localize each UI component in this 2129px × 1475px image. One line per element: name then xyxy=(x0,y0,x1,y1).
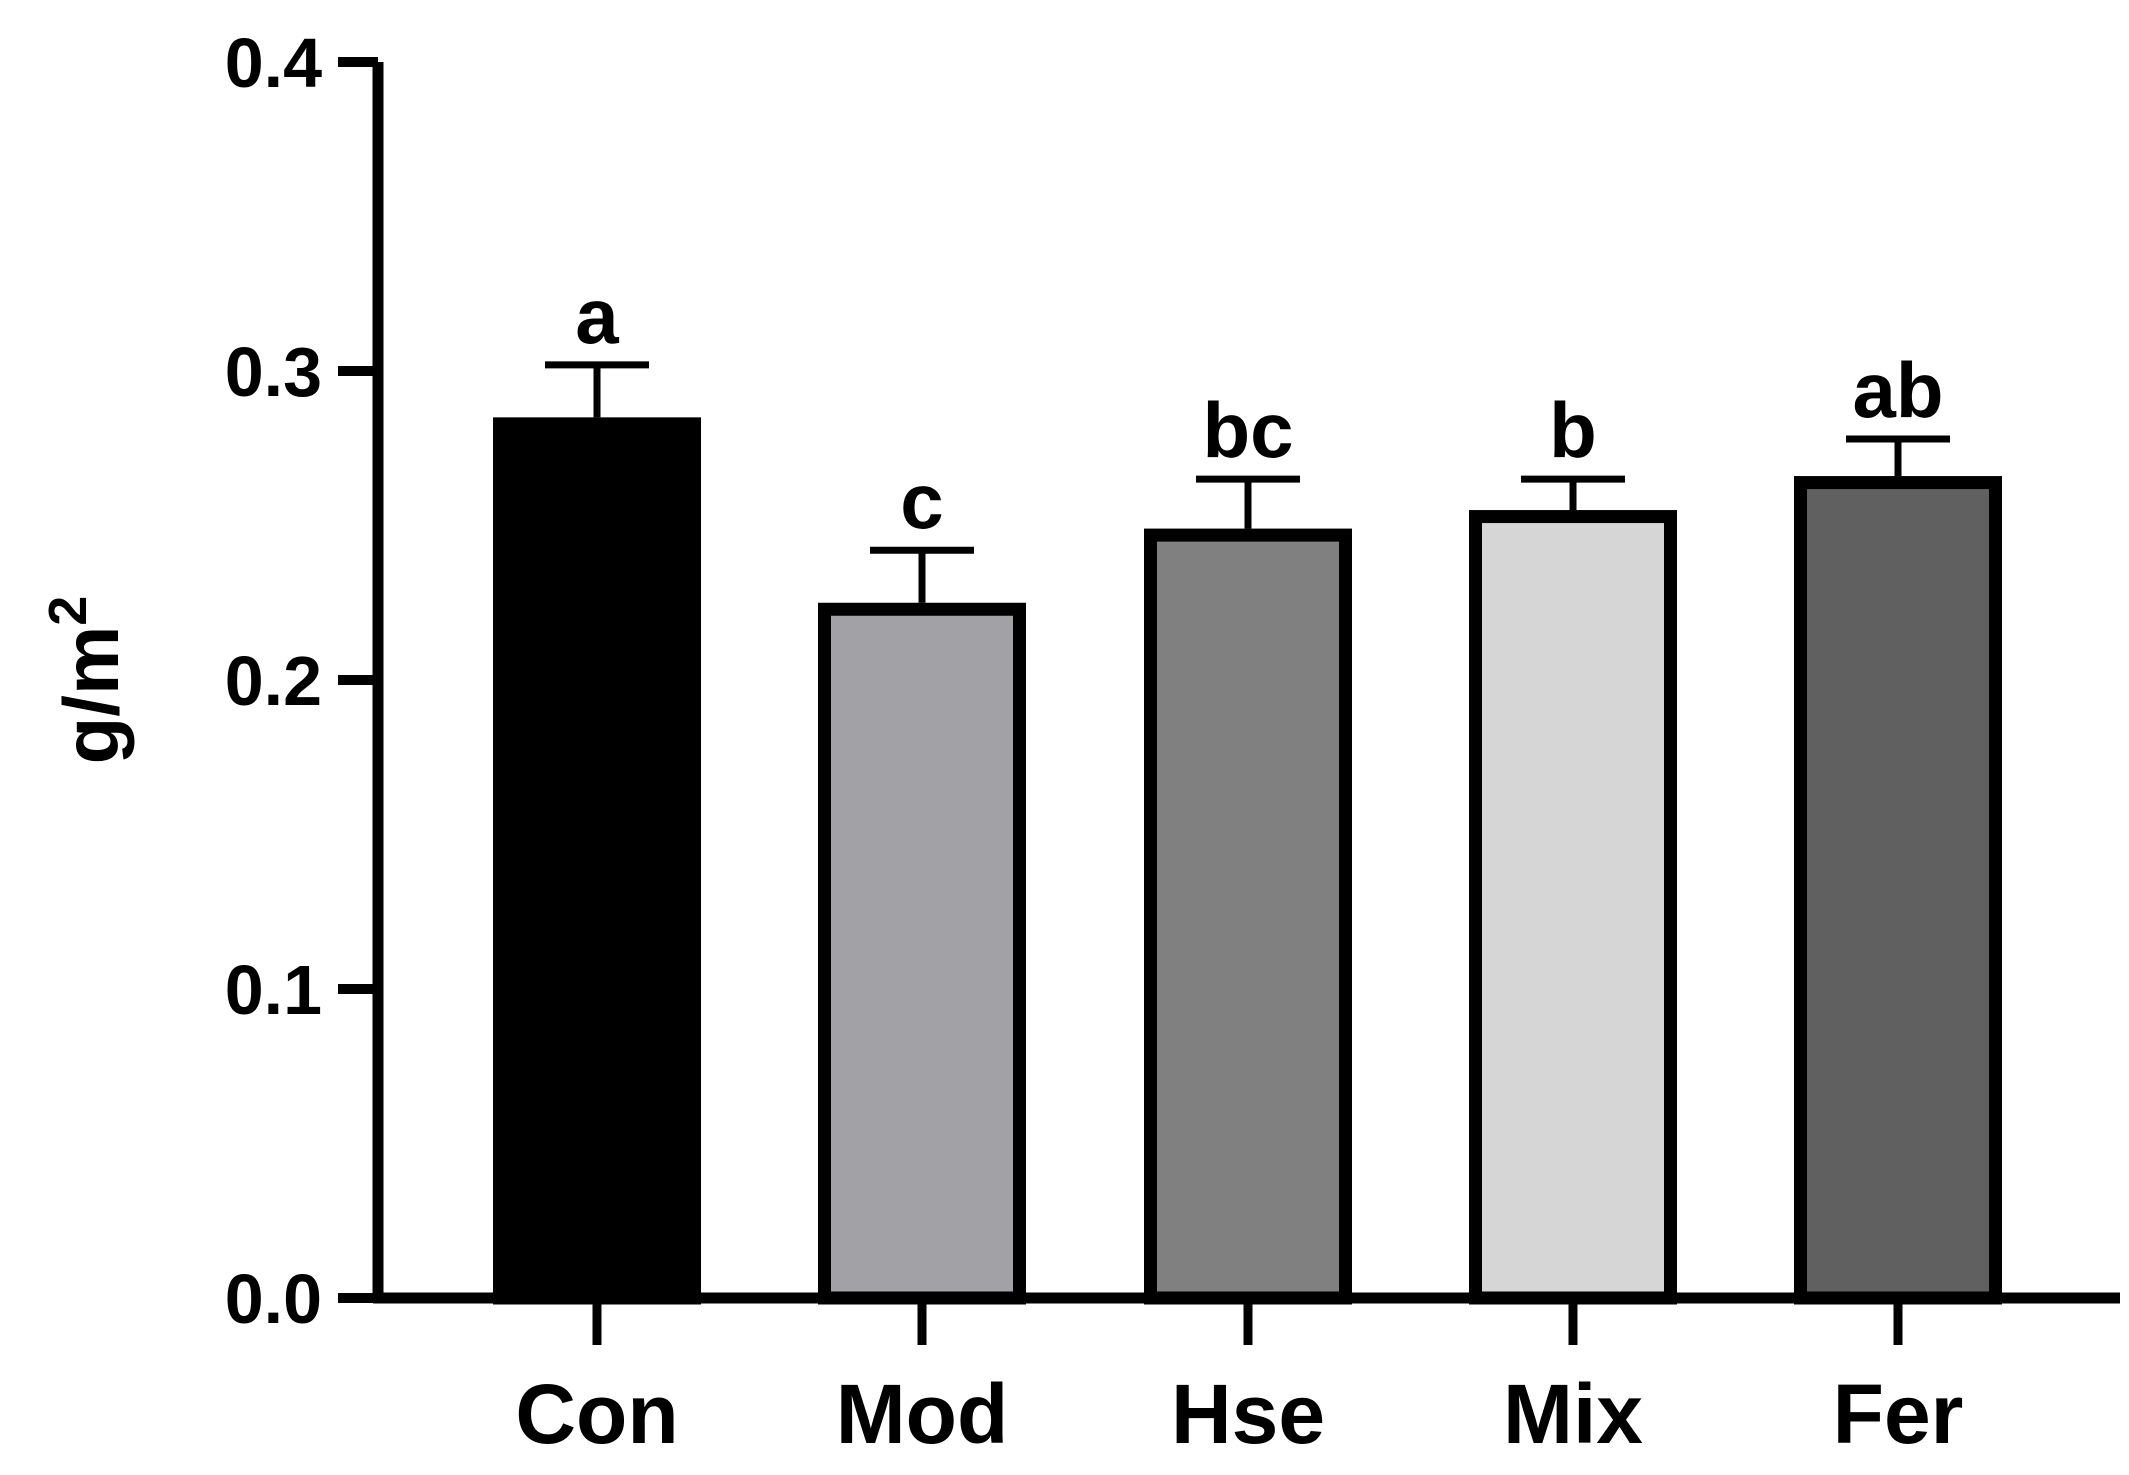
bar xyxy=(493,417,701,1305)
significance-letter: b xyxy=(1549,386,1597,474)
x-tick-label: Hse xyxy=(1171,1367,1325,1461)
error-bars-layer xyxy=(545,361,1950,603)
y-axis-title: g/m2 xyxy=(38,596,135,765)
bars-layer xyxy=(493,417,2002,1305)
bar xyxy=(1144,528,1352,1305)
x-tick-label: Fer xyxy=(1833,1367,1964,1461)
significance-letter: ab xyxy=(1852,346,1943,434)
significance-letter: a xyxy=(575,272,619,360)
bar xyxy=(1794,476,2002,1305)
x-ticks-layer: Con Mod Hse Mix Fer xyxy=(515,1298,1963,1461)
y-axis-title-superscript: 2 xyxy=(38,596,98,626)
y-tick-label: 0.2 xyxy=(225,642,322,720)
significance-letter: bc xyxy=(1202,386,1293,474)
significance-labels-layer: a c bc b ab xyxy=(575,272,1943,545)
y-tick-label: 0.1 xyxy=(225,951,322,1029)
x-tick-label: Con xyxy=(515,1367,678,1461)
x-tick-label: Mix xyxy=(1503,1367,1643,1461)
x-tick-label: Mod xyxy=(836,1367,1009,1461)
y-ticks-layer: 0.0 0.1 0.2 0.3 0.4 xyxy=(225,24,378,1338)
bar xyxy=(1469,510,1677,1305)
bar xyxy=(818,602,1026,1305)
significance-letter: c xyxy=(900,457,943,545)
y-tick-label: 0.3 xyxy=(225,333,322,411)
y-axis-title-base: g/m xyxy=(47,626,135,765)
y-tick-label: 0.4 xyxy=(225,24,322,102)
y-tick-label: 0.0 xyxy=(225,1260,322,1338)
